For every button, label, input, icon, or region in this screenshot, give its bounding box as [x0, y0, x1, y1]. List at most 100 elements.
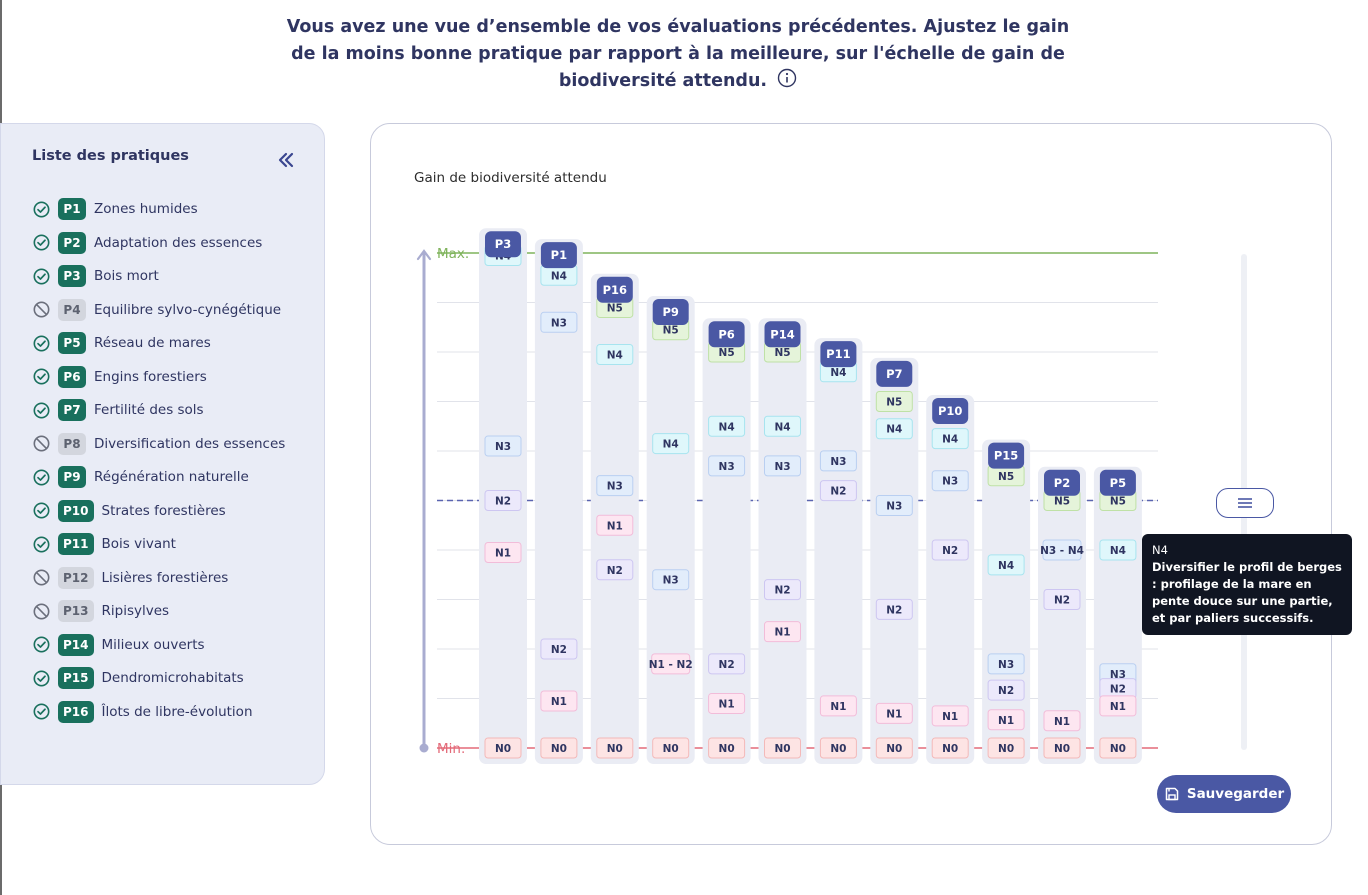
level-chip-label: N0 [551, 743, 567, 755]
level-chip-label: N0 [1054, 743, 1070, 755]
practice-code-badge: P14 [58, 633, 94, 656]
practice-item-p4[interactable]: P4 Equilibre sylvo-cynégétique [32, 298, 281, 322]
info-icon[interactable] [777, 68, 797, 97]
level-chip [596, 737, 634, 759]
level-chip-label: N5 [1110, 496, 1126, 508]
practice-badge-label: P7 [886, 367, 902, 381]
level-chip-label: N2 [719, 659, 735, 671]
practice-item-p8[interactable]: P8 Diversification des essences [32, 432, 285, 456]
biodiversity-chart: Max. Min. N4 N3 N2 N1 N0 P3 N4 N3 N2 N1 N0 P1 N5 N4 N3 N1… [416, 228, 1158, 765]
practice-item-p16[interactable]: P16 Îlots de libre-évolution [32, 700, 253, 724]
practice-code-badge: P11 [58, 533, 94, 555]
level-chip-label: N3 [886, 500, 902, 512]
practice-item-p15[interactable]: P15 Dendromicrohabitats [32, 666, 244, 690]
check-circle-icon [32, 234, 50, 252]
level-chip [1043, 737, 1081, 759]
practice-item-p7[interactable]: P7 Fertilité des sols [32, 398, 204, 422]
ban-icon [32, 602, 50, 620]
level-chip-label: N0 [886, 743, 902, 755]
level-chip [931, 428, 969, 450]
level-chip-label: N2 [495, 496, 511, 508]
practice-item-p2[interactable]: P2 Adaptation des essences [32, 231, 262, 255]
level-chip-label: N0 [830, 743, 846, 755]
level-chip-label: N2 [886, 604, 902, 616]
practice-badge-label: P14 [770, 327, 794, 341]
level-chip-label: N5 [774, 347, 790, 359]
level-chip [1042, 539, 1082, 561]
max-label: Max. [437, 246, 469, 262]
practice-item-p3[interactable]: P3 Bois mort [32, 264, 159, 288]
level-chip-label: N4 [663, 439, 679, 451]
practice-badge [596, 276, 633, 303]
practice-label: Réseau de mares [94, 335, 211, 351]
level-chip-label: N3 [942, 476, 958, 488]
level-chip-label: N1 [998, 715, 1014, 727]
practice-badge-label: P2 [1054, 476, 1070, 490]
practice-item-p12[interactable]: P12 Lisières forestières [32, 566, 228, 590]
level-chip [764, 737, 801, 759]
level-chip [708, 455, 746, 477]
level-chip-label: N1 [1054, 716, 1070, 728]
level-chip-label: N3 [663, 575, 679, 587]
level-chip [652, 569, 690, 591]
practice-item-p11[interactable]: P11 Bois vivant [32, 532, 176, 556]
level-chip-label: N0 [1110, 743, 1126, 755]
level-chip [931, 737, 969, 759]
level-chip [708, 692, 746, 714]
check-circle-icon [32, 468, 50, 486]
practice-item-p10[interactable]: P10 Strates forestières [32, 499, 226, 523]
practice-code-badge: P6 [58, 365, 86, 388]
level-chip [484, 435, 522, 457]
practice-badge-label: P5 [1110, 476, 1126, 490]
practice-item-p13[interactable]: P13 Ripisylves [32, 599, 169, 623]
save-button[interactable]: Sauvegarder [1157, 775, 1291, 813]
practice-item-p14[interactable]: P14 Milieux ouverts [32, 633, 205, 657]
practice-label: Bois mort [94, 268, 159, 284]
check-circle-icon [32, 267, 50, 285]
level-chip-label: N1 [774, 627, 790, 639]
practice-badge [932, 398, 969, 425]
practice-item-p9[interactable]: P9 Régénération naturelle [32, 465, 249, 489]
level-chip-label: N1 [886, 708, 902, 720]
check-circle-icon [32, 636, 50, 654]
practice-badge-label: P9 [662, 305, 678, 319]
practice-item-p6[interactable]: P6 Engins forestiers [32, 365, 207, 389]
level-chip-label: N2 [830, 486, 846, 498]
practice-badge [485, 231, 521, 258]
level-chip-label: N3 [998, 659, 1014, 671]
collapse-sidebar-button[interactable] [274, 148, 298, 172]
level-chip-label: N0 [774, 743, 790, 755]
level-chip-label: N0 [719, 743, 735, 755]
level-chip [987, 653, 1025, 675]
level-chip-label: N4 [1110, 545, 1126, 557]
level-chip-label: N1 [607, 520, 623, 532]
practice-badge-label: P11 [826, 347, 850, 361]
level-chip-label: N3 [1110, 669, 1126, 681]
level-chip-label: N1 [1110, 701, 1126, 713]
level-chip [875, 702, 913, 724]
level-chip [875, 391, 913, 412]
practice-item-p5[interactable]: P5 Réseau de mares [32, 331, 211, 355]
level-chip [484, 490, 522, 511]
level-chip [1043, 710, 1081, 732]
practice-badge [1044, 469, 1080, 496]
y-axis-origin-dot [419, 743, 429, 753]
scale-slider-handle[interactable] [1216, 488, 1274, 518]
level-chip-label: N2 [942, 545, 958, 557]
level-chip-label: N5 [607, 302, 623, 314]
level-chip-label: N1 [719, 698, 735, 710]
check-circle-icon [32, 368, 50, 386]
level-chip [708, 415, 746, 437]
level-chip-label: N0 [998, 743, 1014, 755]
practice-item-p1[interactable]: P1 Zones humides [32, 197, 198, 221]
level-chip [484, 737, 522, 759]
tooltip-text: Diversifier le profil de berges : profil… [1152, 560, 1342, 625]
level-chip [1043, 589, 1081, 610]
intro-paragraph: Vous avez une vue d’ensemble de vos éval… [286, 17, 1070, 91]
level-chip [708, 653, 746, 675]
practice-badge [764, 321, 801, 348]
practices-sidebar: Liste des pratiques P1 Zones humides P2 Ada… [0, 123, 325, 785]
menu-lines-icon [1238, 498, 1252, 508]
level-chip [651, 653, 691, 675]
level-chip [875, 737, 913, 759]
